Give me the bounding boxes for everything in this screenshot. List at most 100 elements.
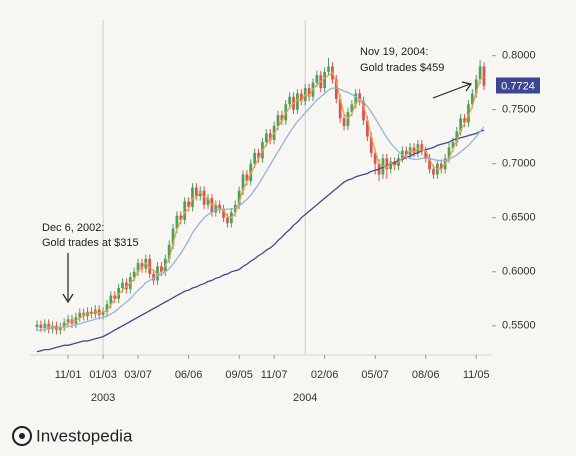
x-tick-label: 11/01 [55, 369, 82, 381]
candle-body [187, 201, 190, 207]
candle-body [474, 79, 478, 94]
candle-body [222, 209, 225, 218]
candle-body [101, 311, 105, 316]
candle-body [253, 152, 257, 164]
y-tick-label: 0.8000 [502, 50, 536, 62]
y-tick-label: 0.6500 [502, 212, 536, 224]
candle-body [148, 258, 152, 274]
x-tick-label: 01/03 [89, 369, 117, 381]
candle-body [369, 136, 373, 153]
candle-body [276, 115, 280, 126]
candle-body [467, 104, 470, 123]
candle-body [241, 174, 245, 191]
candle-body [78, 312, 82, 318]
annotation-line: Gold trades $459 [360, 62, 444, 74]
candle-body [350, 104, 354, 112]
candle-body [206, 198, 210, 205]
candle-body [385, 158, 389, 170]
x-tick-label: 05/07 [361, 369, 389, 381]
candle-body [334, 79, 338, 99]
candle-body [323, 71, 326, 89]
candle-body [412, 147, 416, 153]
candle-body [280, 115, 284, 121]
candle-body [195, 187, 198, 197]
candle-body [62, 322, 66, 327]
logo: Investopedia [12, 426, 133, 446]
brand: Investopedia [36, 426, 133, 445]
annotation-arrow [432, 83, 471, 99]
candle-body [299, 93, 303, 102]
plot-area: 2003 2004 0.5500 0.6000 0.6500 0.7000 0.7500 0.… [30, 20, 540, 404]
candle-body [428, 158, 431, 170]
candle-body [175, 215, 179, 229]
candle-body [125, 282, 128, 290]
x-tick-label: 02/06 [311, 369, 339, 381]
candle-body [43, 323, 47, 328]
candle-body [198, 190, 202, 197]
candle-body [327, 66, 330, 72]
candle-body [90, 311, 93, 314]
annotation-line: Gold trades at $315 [42, 237, 139, 249]
arrow-head [461, 81, 473, 92]
candle-body [113, 295, 117, 299]
candle-body [455, 131, 459, 143]
last-price-box [496, 77, 540, 94]
x-tick-label: 06/06 [175, 369, 203, 381]
candle-body [136, 263, 140, 272]
year-label: 2003 [91, 392, 115, 404]
candle-body [358, 93, 361, 102]
candle-body [183, 201, 187, 220]
candle-body [109, 295, 113, 305]
x-tick-label: 08/06 [412, 369, 440, 381]
annotation-line: Dec 6, 2002: [42, 222, 104, 234]
candle-body [432, 169, 435, 175]
candle-body [463, 118, 466, 123]
candle-body [447, 147, 451, 159]
candle-body [459, 118, 463, 132]
candle-body [478, 66, 482, 80]
candle-body [39, 324, 43, 328]
candle-body [307, 88, 311, 97]
candle-body [264, 133, 268, 143]
candle-body [132, 271, 136, 278]
candle-body [342, 118, 346, 126]
candle-body [362, 101, 365, 121]
annotation-line: Nov 19, 2004: [360, 46, 429, 58]
candle-body [191, 187, 194, 207]
candle-body [121, 282, 124, 288]
candle-body [214, 204, 218, 213]
logo-icon-dot [19, 433, 25, 439]
candle-body [354, 93, 358, 105]
candle-body [171, 228, 175, 245]
candle-body [439, 163, 443, 170]
candle-body [152, 273, 155, 281]
candle-body [404, 150, 408, 156]
candle-body [373, 152, 377, 164]
candle-body [226, 217, 229, 224]
y-tick-label: 0.7000 [502, 158, 536, 170]
x-tick-label: 11/05 [463, 369, 490, 381]
candle-body [160, 266, 163, 272]
candle-body [268, 133, 272, 140]
y-tick-label: 0.7500 [502, 104, 536, 116]
candle-body [218, 204, 222, 210]
year-label: 2004 [293, 392, 317, 404]
candle-body [237, 190, 241, 205]
candle-body [179, 215, 183, 220]
candle-body [315, 75, 319, 83]
x-tick-label: 03/07 [124, 369, 152, 381]
candle-body [288, 96, 292, 105]
candle-body [296, 93, 299, 110]
candle-body [420, 144, 424, 151]
candle-body [338, 98, 342, 119]
candle-body [140, 263, 144, 269]
candle-body [257, 152, 260, 159]
last-price-label: 0.7724 [501, 80, 535, 92]
candle-body [245, 174, 249, 182]
candle-body [470, 93, 474, 105]
candle-body [366, 120, 369, 137]
x-tick-label: 11/07 [261, 369, 288, 381]
moving-average [36, 129, 485, 353]
candle-body [451, 142, 455, 148]
candle-body [35, 324, 39, 327]
